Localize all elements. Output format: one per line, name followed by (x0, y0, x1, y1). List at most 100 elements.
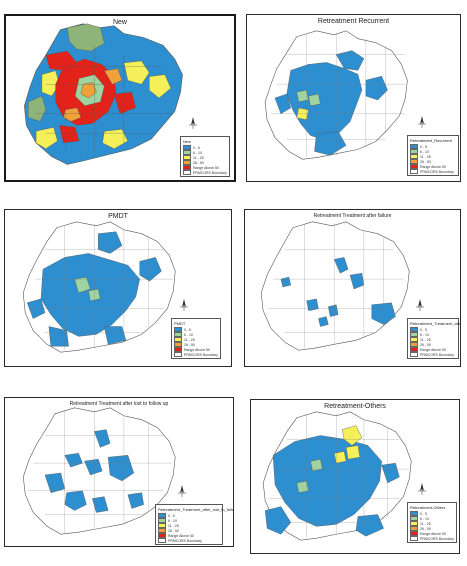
map-title: Retreatment Treatment after failure (313, 213, 392, 219)
legend-item: PRMCORS Boundary (174, 352, 218, 357)
legend-swatch (410, 511, 418, 516)
legend-label: 26 - 50 (193, 160, 204, 165)
choropleth-map-retreatment-after-failure (260, 221, 410, 351)
legend-item: 11 - 25 (410, 154, 456, 159)
north-arrow (175, 482, 189, 504)
legend-item: 6 - 10 (183, 150, 227, 155)
legend-item: Range Above 50 (183, 165, 227, 170)
north-arrow (415, 480, 429, 502)
legend-swatch (183, 165, 191, 170)
legend-swatch (183, 150, 191, 155)
legend-item: 0 - 5 (410, 144, 456, 149)
legend-swatch (410, 521, 418, 526)
legend-label: PRMCORS Boundary (420, 352, 454, 357)
legend-swatch (158, 513, 166, 518)
legend-label: 0 - 5 (184, 327, 192, 332)
map-title: Retreatment Treatment after lost to foll… (69, 401, 169, 407)
map-legend: Retreatment_Treatment_after_lost_to_foll… (155, 504, 233, 545)
legend-swatch (158, 538, 166, 543)
legend-swatch (410, 159, 418, 164)
legend-label: PRMCORS Boundary (420, 536, 454, 541)
legend-swatch (174, 342, 182, 347)
legend-swatch (410, 536, 418, 541)
legend-swatch (183, 145, 191, 150)
map-panel-pmdt: PMDT PMDT 0 - 5 6 - 10 11 - 25 26 - 50 R… (4, 209, 232, 367)
map-legend: Retreatment-Others 0 - 5 6 - 10 11 - 25 … (407, 502, 457, 543)
legend-swatch (410, 347, 418, 352)
legend-swatch (410, 154, 418, 159)
legend-swatch (183, 160, 191, 165)
legend-item: 11 - 25 (183, 155, 227, 160)
legend-title: Retreatment-Others (410, 505, 446, 510)
legend-label: PRMCORS Boundary (193, 170, 227, 175)
legend-item: 0 - 5 (410, 327, 456, 332)
legend-swatch (183, 155, 191, 160)
legend-label: 0 - 5 (420, 511, 428, 516)
legend-label: 0 - 5 (193, 145, 201, 150)
legend-item: 26 - 50 (183, 160, 227, 165)
legend-item: 11 - 25 (158, 523, 220, 528)
choropleth-map-retreatment-others (262, 411, 412, 541)
legend-item: Range Above 50 (158, 533, 220, 538)
legend-label: 0 - 5 (420, 144, 428, 149)
map-panel-retreatment-others: Retreatment-Others Retreatment-Others 0 … (250, 399, 460, 554)
legend-swatch (410, 516, 418, 521)
choropleth-map-retreatment-after-ltfu (22, 407, 176, 535)
legend-item: 11 - 25 (410, 521, 454, 526)
map-panel-retreatment-recurrent: Retreatment Recurrent Retreatment_Recurr… (246, 14, 461, 182)
map-legend: Retreatment_Recurrent 0 - 5 6 - 10 11 - … (407, 135, 459, 176)
legend-item: 6 - 10 (174, 332, 218, 337)
legend-swatch (158, 518, 166, 523)
legend-label: 26 - 50 (420, 526, 431, 531)
legend-item: 6 - 10 (158, 518, 220, 523)
map-title: Retreatment-Others (324, 403, 386, 410)
legend-swatch (410, 342, 418, 347)
choropleth-map-retreatment-recurrent (264, 30, 408, 160)
legend-swatch (410, 352, 418, 357)
legend-item: 26 - 50 (410, 526, 454, 531)
legend-item: 0 - 5 (174, 327, 218, 332)
legend-label: PRMCORS Boundary (168, 538, 202, 543)
legend-item: Range Above 50 (410, 531, 454, 536)
map-title: Retreatment Recurrent (317, 18, 390, 25)
map-legend: New 0 - 5 6 - 10 11 - 25 26 - 50 Range A… (180, 136, 230, 177)
legend-title: New (183, 139, 192, 144)
map-title: PMDT (108, 213, 128, 220)
legend-swatch (158, 528, 166, 533)
north-arrow (415, 113, 429, 135)
legend-swatch (183, 170, 191, 175)
north-arrow (413, 296, 427, 318)
legend-item: 0 - 5 (158, 513, 220, 518)
north-arrow (177, 296, 191, 318)
legend-label: 0 - 5 (168, 513, 176, 518)
legend-label: 6 - 10 (420, 332, 429, 337)
legend-title: Retreatment_Treatment_after_failure (410, 321, 461, 326)
legend-label: Range Above 50 (420, 164, 446, 169)
legend-label: 11 - 25 (420, 154, 431, 159)
legend-swatch (410, 164, 418, 169)
legend-label: 6 - 10 (168, 518, 177, 523)
legend-label: PRMCORS Boundary (420, 169, 454, 174)
legend-item: Range Above 50 (174, 347, 218, 352)
legend-label: Range Above 50 (420, 347, 446, 352)
legend-item: 11 - 25 (174, 337, 218, 342)
legend-label: 6 - 10 (420, 149, 429, 154)
legend-title: PMDT (174, 321, 186, 326)
legend-label: 11 - 25 (184, 337, 195, 342)
legend-item: 0 - 5 (183, 145, 227, 150)
legend-item: 0 - 5 (410, 511, 454, 516)
legend-swatch (410, 149, 418, 154)
legend-swatch (410, 169, 418, 174)
legend-item: 26 - 50 (174, 342, 218, 347)
legend-label: Range Above 50 (184, 347, 210, 352)
legend-item: PRMCORS Boundary (410, 169, 456, 174)
legend-item: 11 - 25 (410, 337, 456, 342)
map-panel-retreatment-after-failure: Retreatment Treatment after failure Retr… (244, 209, 461, 367)
legend-item: 26 - 50 (410, 342, 456, 347)
legend-item: PRMCORS Boundary (183, 170, 227, 175)
choropleth-map-pmdt (22, 221, 176, 353)
choropleth-map-new (24, 23, 183, 165)
legend-item: PRMCORS Boundary (410, 352, 456, 357)
legend-label: 11 - 25 (193, 155, 204, 160)
legend-label: 0 - 5 (420, 327, 428, 332)
